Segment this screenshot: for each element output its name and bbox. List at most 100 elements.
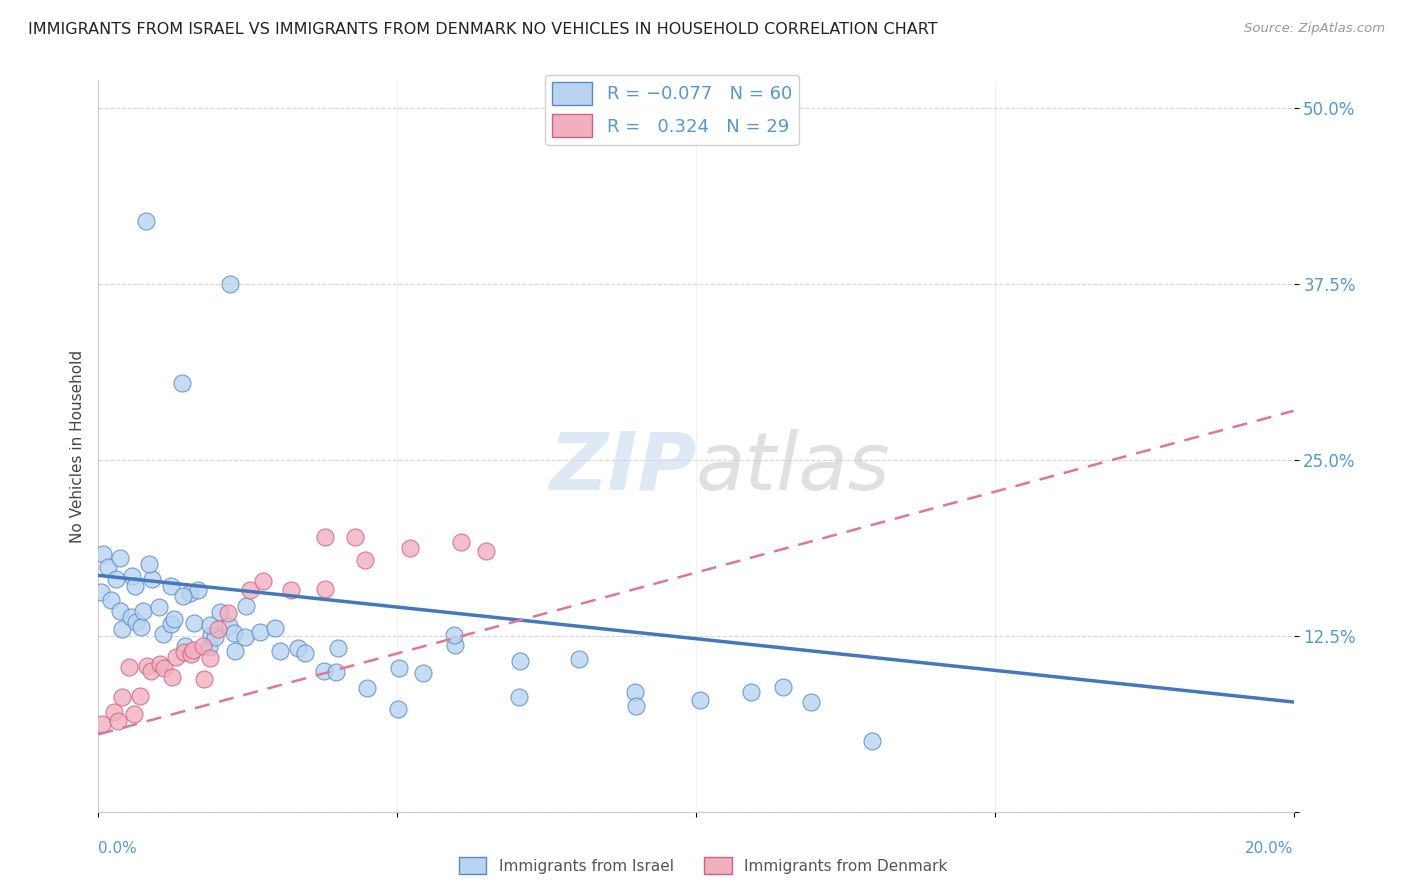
Point — [200, 618, 222, 632]
Point — [224, 626, 246, 640]
Point — [160, 579, 183, 593]
Point — [100, 593, 122, 607]
Point — [224, 644, 246, 658]
Point — [800, 695, 823, 709]
Text: IMMIGRANTS FROM ISRAEL VS IMMIGRANTS FROM DENMARK NO VEHICLES IN HOUSEHOLD CORRE: IMMIGRANTS FROM ISRAEL VS IMMIGRANTS FRO… — [28, 22, 938, 37]
Point — [450, 534, 472, 549]
Point — [162, 670, 184, 684]
Point — [111, 690, 134, 705]
Point — [179, 586, 201, 600]
Point — [193, 672, 215, 686]
Point — [198, 640, 221, 655]
Point — [181, 642, 204, 657]
Point — [280, 582, 302, 597]
Point — [120, 609, 142, 624]
Legend: R = −0.077   N = 60, R =   0.324   N = 29: R = −0.077 N = 60, R = 0.324 N = 29 — [546, 75, 799, 145]
Point — [344, 530, 367, 544]
Point — [233, 630, 256, 644]
Point — [163, 612, 186, 626]
Point — [110, 622, 132, 636]
Point — [105, 572, 128, 586]
Point — [204, 631, 226, 645]
Point — [160, 616, 183, 631]
Point — [269, 644, 291, 658]
Point — [173, 645, 195, 659]
Point — [125, 615, 148, 630]
Point — [209, 605, 232, 619]
Point — [148, 599, 170, 614]
Point — [110, 551, 132, 566]
Point — [398, 541, 420, 555]
Point — [508, 690, 530, 705]
Point — [108, 604, 131, 618]
Y-axis label: No Vehicles in Household: No Vehicles in Household — [69, 350, 84, 542]
Point — [187, 583, 209, 598]
Point — [294, 646, 316, 660]
Point — [287, 641, 309, 656]
Point — [509, 654, 531, 668]
Point — [193, 639, 215, 653]
Point — [689, 693, 711, 707]
Point — [166, 650, 188, 665]
Point — [219, 277, 242, 292]
Point — [624, 698, 647, 713]
Point — [122, 706, 145, 721]
Point — [153, 661, 176, 675]
Point — [136, 658, 159, 673]
Point — [740, 685, 762, 699]
Point — [138, 557, 160, 571]
Point — [475, 544, 498, 558]
Point — [152, 626, 174, 640]
Point — [180, 647, 202, 661]
Point — [315, 530, 337, 544]
Point — [252, 574, 274, 588]
Point — [91, 547, 114, 561]
Text: atlas: atlas — [696, 429, 891, 507]
Point — [149, 657, 172, 671]
Point — [107, 714, 129, 728]
Point — [443, 638, 465, 652]
Point — [235, 599, 257, 614]
Point — [354, 553, 377, 567]
Point — [326, 641, 349, 656]
Point — [135, 214, 157, 228]
Point — [172, 589, 194, 603]
Point — [412, 665, 434, 680]
Point — [218, 619, 240, 633]
Point — [128, 690, 150, 704]
Point — [103, 706, 125, 720]
Point — [173, 639, 195, 653]
Point — [141, 572, 163, 586]
Point — [207, 622, 229, 636]
Point — [388, 661, 411, 675]
Point — [249, 624, 271, 639]
Point — [239, 583, 262, 598]
Point — [121, 569, 143, 583]
Point — [314, 582, 336, 596]
Point — [624, 685, 647, 699]
Point — [90, 717, 112, 731]
Point — [200, 651, 222, 665]
Legend: Immigrants from Israel, Immigrants from Denmark: Immigrants from Israel, Immigrants from … — [453, 851, 953, 880]
Point — [129, 620, 152, 634]
Point — [387, 702, 409, 716]
Point — [132, 605, 155, 619]
Point — [118, 660, 141, 674]
Point — [772, 680, 794, 694]
Point — [124, 579, 146, 593]
Point — [264, 621, 287, 635]
Point — [356, 681, 378, 695]
Point — [860, 734, 883, 748]
Point — [568, 652, 591, 666]
Point — [90, 585, 112, 599]
Point — [139, 665, 162, 679]
Point — [443, 628, 465, 642]
Point — [183, 615, 205, 630]
Point — [217, 606, 239, 620]
Point — [97, 560, 120, 574]
Point — [172, 376, 194, 390]
Text: 0.0%: 0.0% — [98, 841, 138, 856]
Point — [312, 664, 335, 678]
Text: Source: ZipAtlas.com: Source: ZipAtlas.com — [1244, 22, 1385, 36]
Point — [200, 628, 222, 642]
